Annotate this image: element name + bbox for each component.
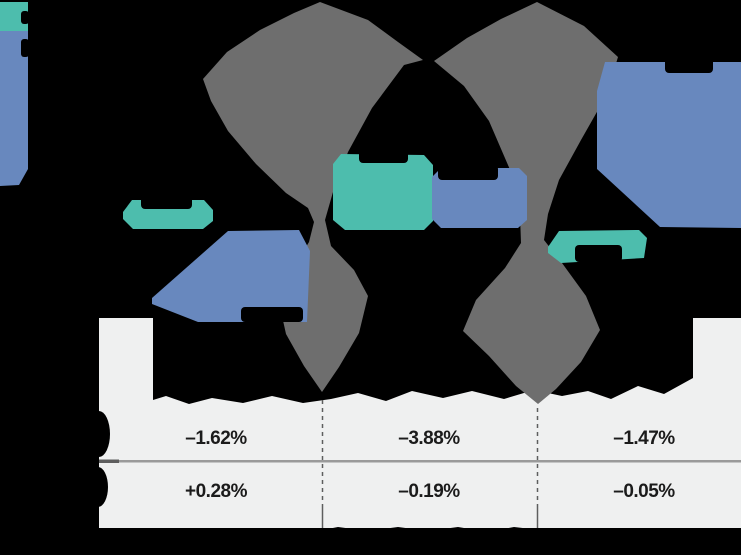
gray-ribbon-left	[203, 2, 423, 392]
row-label-knockout	[88, 467, 108, 507]
table-cell-row2-col3: –0.05%	[613, 481, 675, 502]
bar-blue-group1	[152, 230, 310, 322]
label-knockout	[21, 11, 29, 24]
caption-knockout	[268, 527, 578, 555]
label-knockout	[359, 149, 408, 163]
legend-swatch-blue	[0, 31, 28, 186]
bar-teal-group2	[333, 154, 433, 230]
row-label-knockout	[88, 411, 110, 457]
label-knockout	[575, 245, 622, 262]
label-knockout	[21, 39, 29, 57]
label-knockout	[241, 307, 303, 322]
table-cell-row2-col1: +0.28%	[185, 481, 248, 502]
row-divider-tick	[99, 459, 119, 463]
table-cell-row1-col1: –1.62%	[185, 428, 247, 449]
label-knockout	[141, 195, 192, 209]
table-cell-row2-col2: –0.19%	[398, 481, 460, 502]
bar-blue-group3	[597, 62, 741, 228]
bar-blue-group2	[432, 168, 527, 228]
label-knockout	[438, 165, 498, 180]
label-knockout	[665, 58, 713, 73]
label-knockout-band	[153, 318, 693, 404]
value-label-knockouts	[21, 11, 713, 322]
row-divider-line	[99, 460, 741, 463]
table-cell-row1-col2: –3.88%	[398, 428, 460, 449]
table-cell-row1-col3: –1.47%	[613, 428, 675, 449]
